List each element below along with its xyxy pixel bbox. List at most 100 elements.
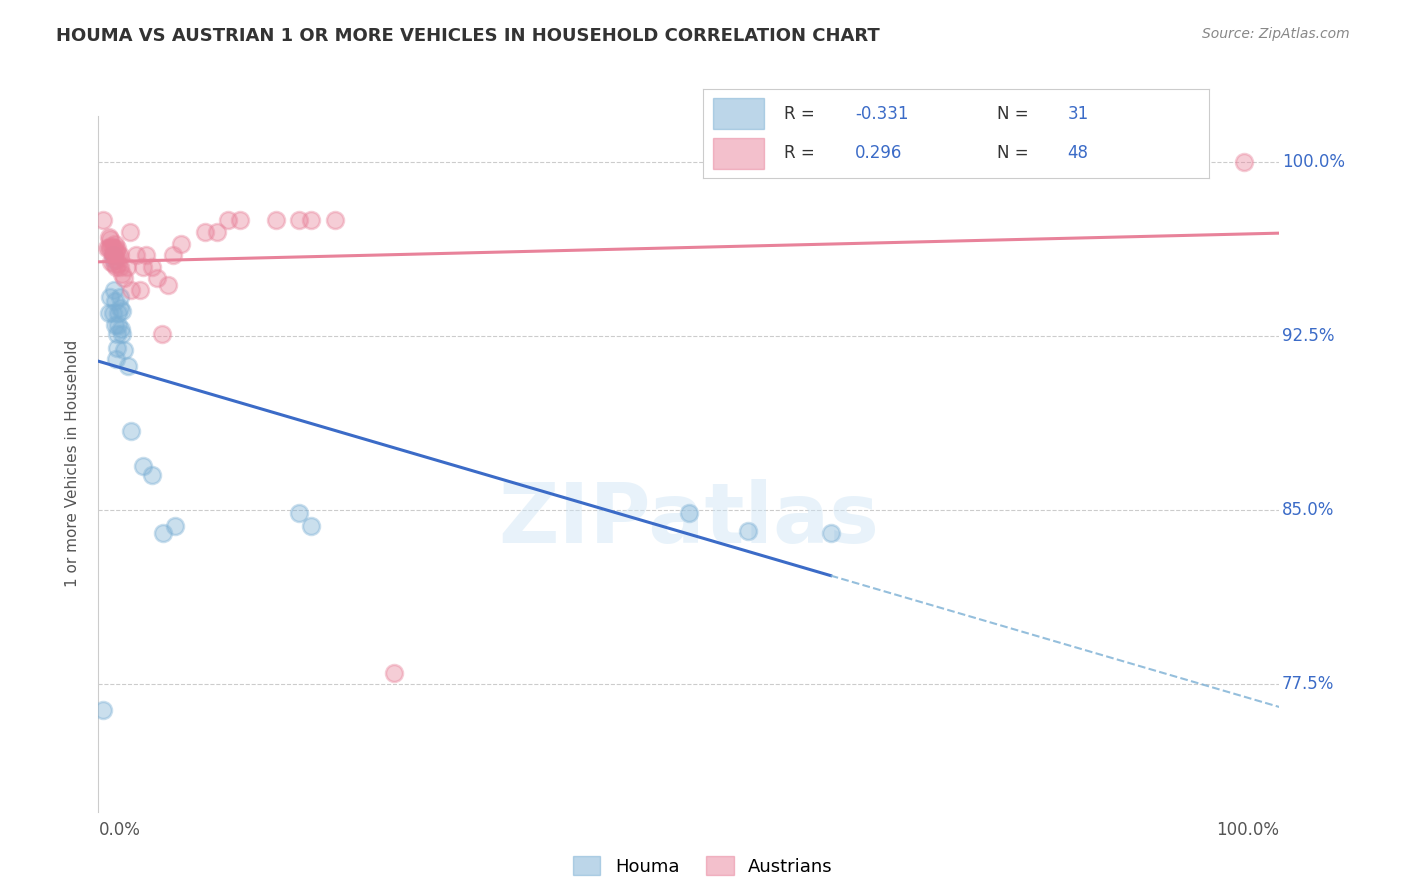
Point — [152, 526, 174, 541]
Point — [98, 241, 121, 255]
Point — [98, 290, 121, 304]
Point — [1233, 155, 1256, 169]
Point — [100, 255, 122, 269]
Point — [121, 425, 143, 439]
Point — [98, 232, 121, 246]
Point — [91, 213, 114, 227]
Point — [105, 252, 128, 267]
Point — [217, 213, 239, 227]
Point — [146, 271, 169, 285]
Point — [288, 506, 311, 520]
Point — [107, 248, 129, 262]
Point — [103, 252, 125, 267]
Text: 48: 48 — [1067, 145, 1088, 162]
Point — [108, 260, 131, 274]
Point — [111, 267, 134, 281]
Text: N =: N = — [997, 105, 1033, 123]
Point — [170, 236, 193, 251]
Point — [105, 352, 128, 367]
Point — [101, 241, 124, 255]
Point — [323, 213, 346, 227]
Point — [107, 306, 129, 320]
Point — [157, 278, 180, 293]
Point — [299, 213, 322, 227]
Point — [103, 257, 125, 271]
Text: 100.0%: 100.0% — [1216, 821, 1279, 839]
Point — [110, 322, 132, 336]
Point — [98, 241, 121, 255]
Point — [120, 225, 142, 239]
Point — [162, 248, 184, 262]
Point — [105, 326, 128, 341]
Legend: Houma, Austrians: Houma, Austrians — [567, 849, 839, 883]
Y-axis label: 1 or more Vehicles in Household: 1 or more Vehicles in Household — [65, 340, 80, 588]
Text: R =: R = — [785, 105, 820, 123]
Point — [820, 526, 842, 541]
Point — [103, 241, 125, 255]
Point — [103, 283, 125, 297]
Point — [105, 341, 128, 355]
Text: 31: 31 — [1067, 105, 1088, 123]
Point — [205, 225, 228, 239]
Point — [108, 301, 131, 316]
Point — [141, 468, 163, 483]
Text: 77.5%: 77.5% — [1282, 675, 1334, 693]
Point — [115, 260, 138, 274]
Point — [141, 260, 163, 274]
Text: Source: ZipAtlas.com: Source: ZipAtlas.com — [1202, 27, 1350, 41]
Point — [101, 248, 124, 262]
Point — [112, 343, 135, 358]
Point — [737, 524, 759, 538]
Point — [101, 248, 124, 262]
Point — [96, 241, 118, 255]
Point — [104, 318, 127, 332]
Point — [107, 318, 129, 332]
Point — [91, 703, 114, 717]
Point — [117, 359, 139, 374]
Point — [98, 229, 121, 244]
Point — [128, 283, 150, 297]
Text: -0.331: -0.331 — [855, 105, 908, 123]
Text: N =: N = — [997, 145, 1033, 162]
Point — [288, 213, 311, 227]
Point — [194, 225, 217, 239]
Point — [104, 236, 127, 251]
Text: 85.0%: 85.0% — [1282, 501, 1334, 519]
Point — [165, 519, 187, 533]
Text: 0.0%: 0.0% — [98, 821, 141, 839]
Point — [111, 303, 134, 318]
Point — [132, 260, 155, 274]
Point — [105, 260, 128, 274]
Point — [382, 665, 405, 680]
Bar — [713, 98, 763, 129]
Point — [101, 306, 124, 320]
Point — [105, 244, 128, 258]
Text: HOUMA VS AUSTRIAN 1 OR MORE VEHICLES IN HOUSEHOLD CORRELATION CHART: HOUMA VS AUSTRIAN 1 OR MORE VEHICLES IN … — [56, 27, 880, 45]
Point — [132, 459, 155, 474]
Point — [104, 248, 127, 262]
Point — [299, 519, 322, 533]
Point — [150, 326, 173, 341]
Point — [112, 271, 135, 285]
Point — [100, 239, 122, 253]
Text: ZIPatlas: ZIPatlas — [499, 479, 879, 560]
Point — [121, 283, 143, 297]
Text: 100.0%: 100.0% — [1282, 153, 1344, 171]
Point — [125, 248, 148, 262]
Point — [678, 506, 700, 520]
Point — [111, 326, 134, 341]
Point — [108, 248, 131, 262]
Point — [103, 248, 125, 262]
Point — [98, 306, 121, 320]
Point — [229, 213, 252, 227]
Point — [135, 248, 157, 262]
Point — [107, 257, 129, 271]
Text: R =: R = — [785, 145, 820, 162]
Point — [104, 294, 127, 309]
Point — [105, 241, 128, 255]
Point — [108, 290, 131, 304]
Point — [264, 213, 287, 227]
Text: 92.5%: 92.5% — [1282, 327, 1334, 345]
Text: 0.296: 0.296 — [855, 145, 903, 162]
Bar — [713, 138, 763, 169]
